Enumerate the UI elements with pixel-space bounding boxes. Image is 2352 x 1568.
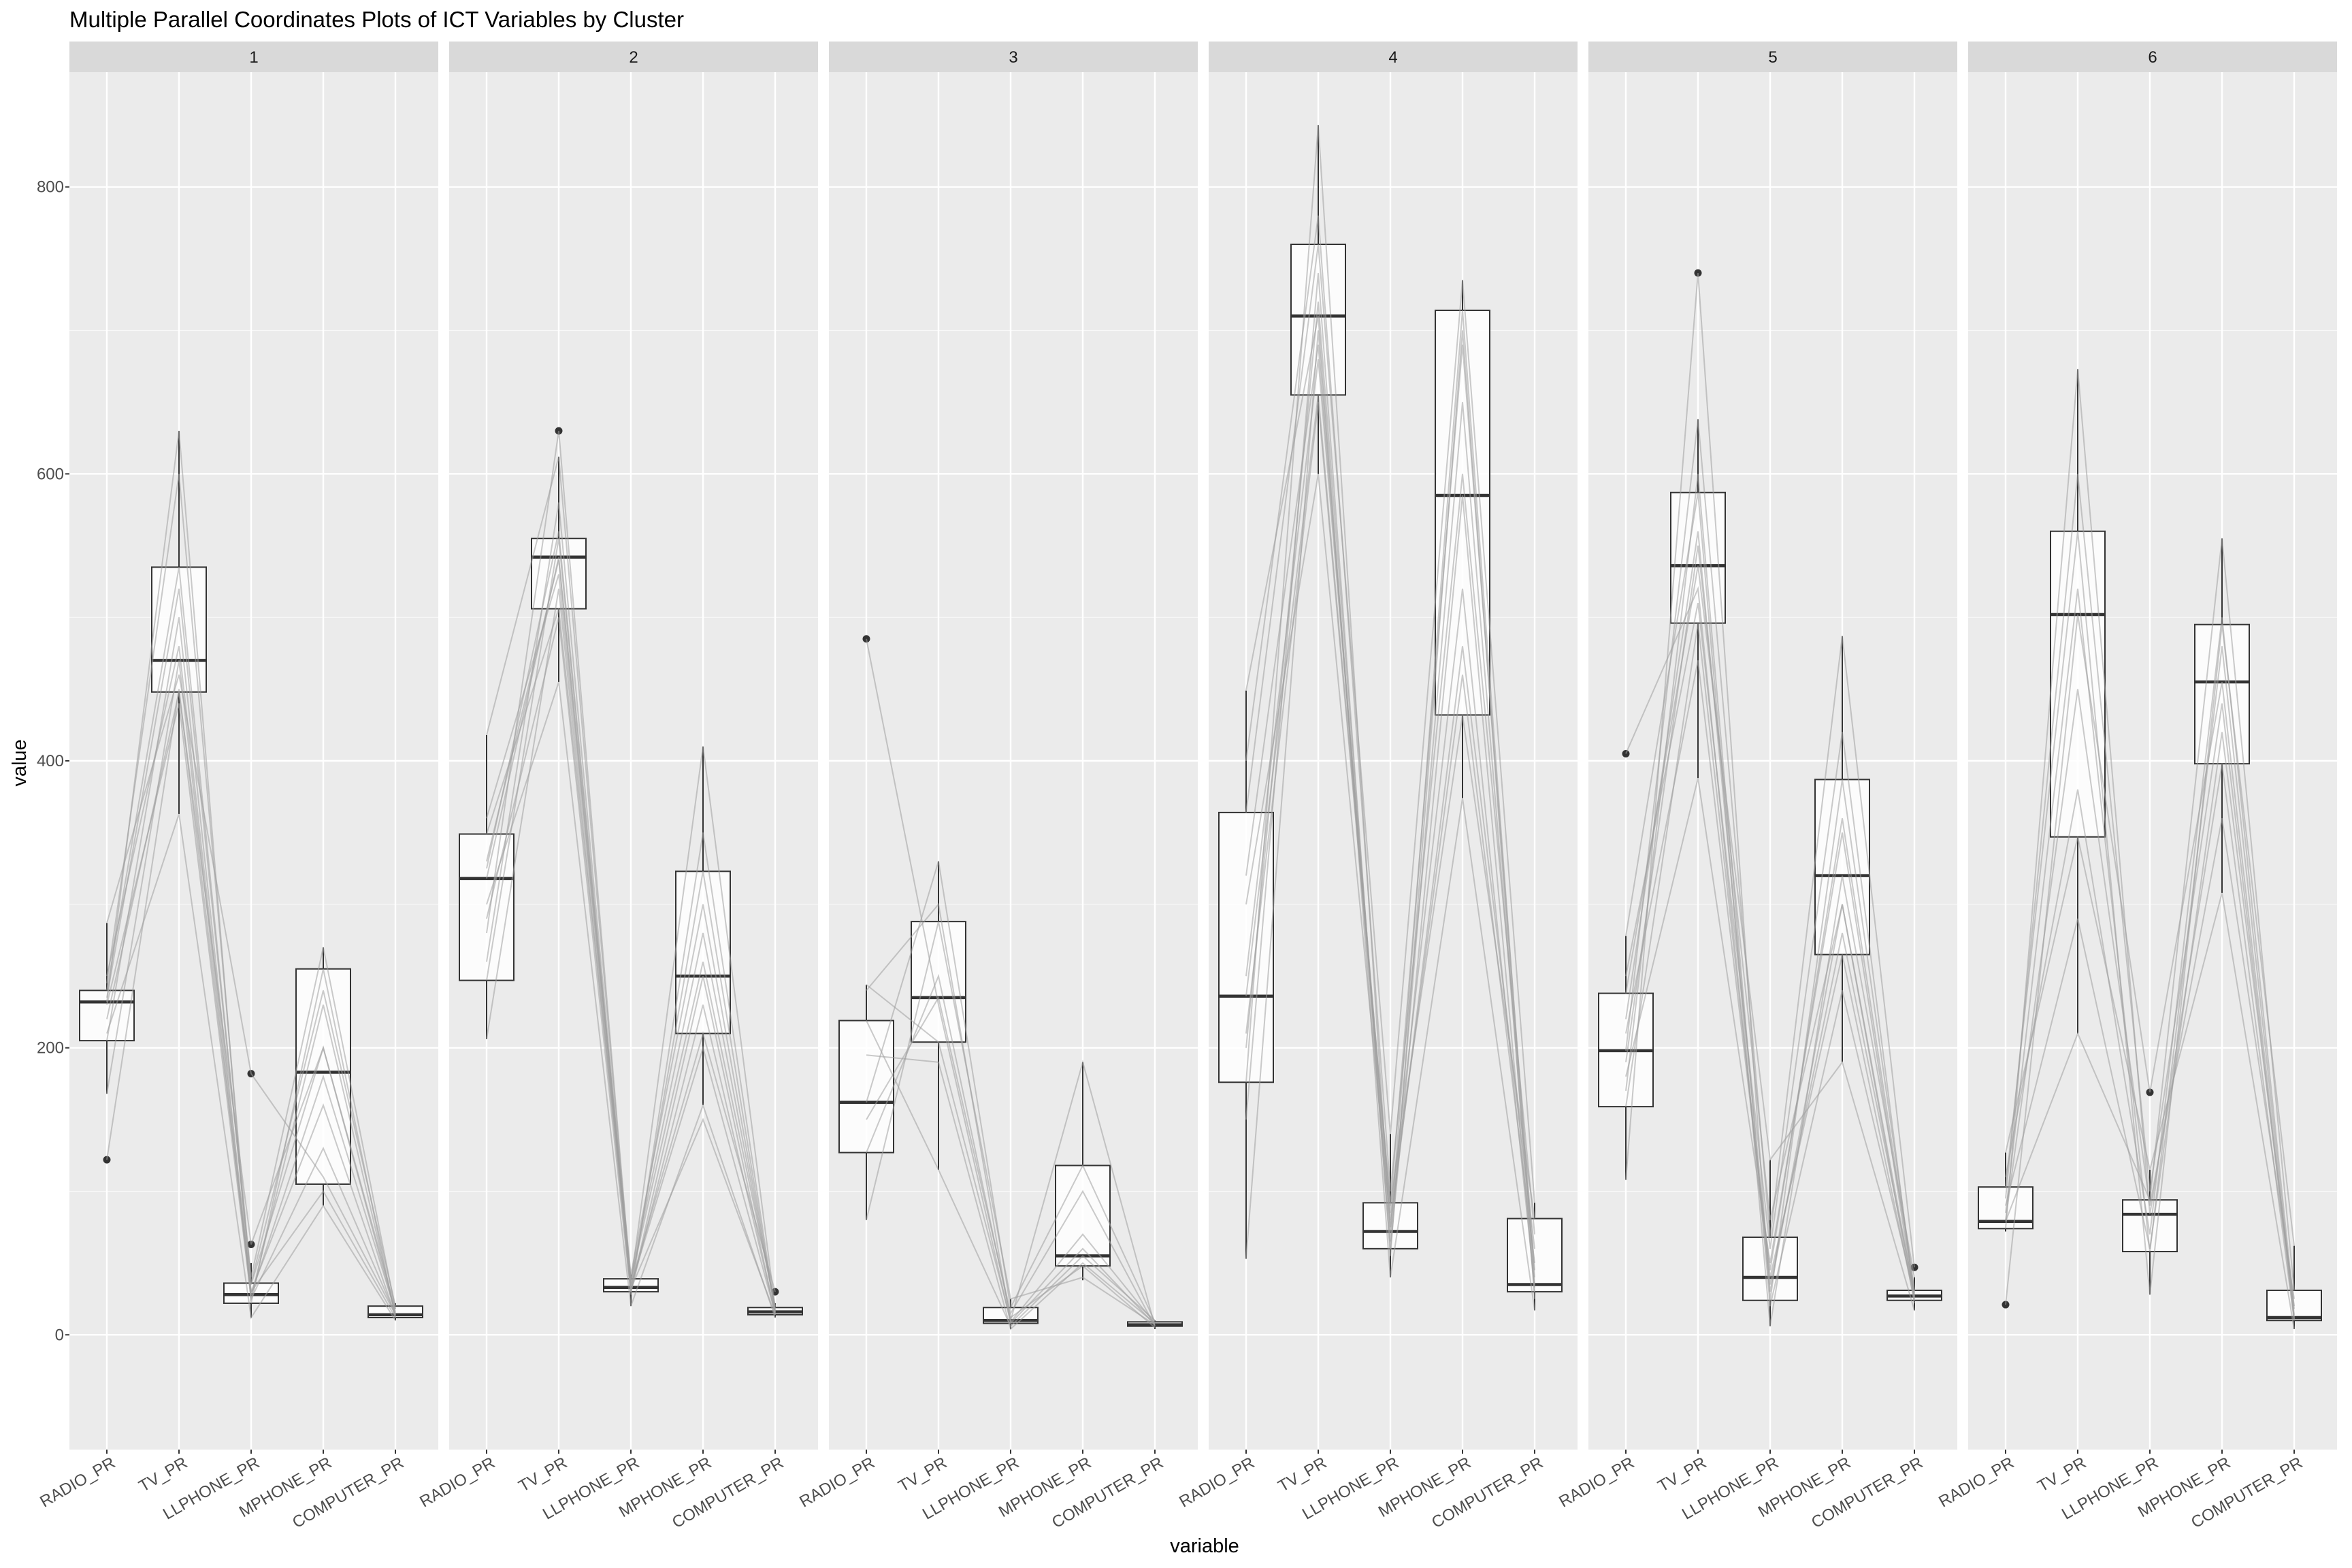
y-tick-label: 0 xyxy=(55,1326,64,1344)
chart-title: Multiple Parallel Coordinates Plots of I… xyxy=(69,7,684,32)
parallel-line xyxy=(2005,836,2295,1330)
parallel-line xyxy=(1245,344,1535,1249)
y-axis-ticks: 0 200 400 600 800 xyxy=(37,178,69,1344)
facet-strip-label: 5 xyxy=(1768,48,1777,67)
parallel-line xyxy=(1245,244,1535,1203)
parallel-line xyxy=(106,474,396,1309)
y-tick-label: 200 xyxy=(37,1039,64,1058)
parallel-line xyxy=(1625,531,1915,1294)
parallel-line xyxy=(866,996,1156,1327)
parallel-line xyxy=(486,617,776,1312)
parallel-line xyxy=(2005,474,2295,1320)
facet-strip-label: 6 xyxy=(2148,48,2157,67)
parallel-line xyxy=(2005,617,2295,1309)
x-axis-title: variable xyxy=(1170,1535,1239,1557)
parallel-line xyxy=(866,1054,1156,1330)
parallel-line xyxy=(106,813,396,1321)
parallel-line xyxy=(106,430,396,1318)
parallel-line xyxy=(866,921,1156,1326)
parallel-line xyxy=(2005,531,2295,1295)
box-iqr xyxy=(1670,491,1726,624)
boxplot-tv-pr xyxy=(1670,269,1726,779)
facet-strip-label: 1 xyxy=(249,48,258,67)
parallel-line xyxy=(1625,545,1915,1304)
y-tick-label: 400 xyxy=(37,752,64,770)
parallel-line xyxy=(1625,660,1915,1292)
parallel-line xyxy=(1625,492,1915,1326)
boxplot-tv-pr xyxy=(911,861,966,1170)
facet-strip xyxy=(449,42,818,72)
parallel-line xyxy=(866,973,1156,1328)
parallel-line xyxy=(866,638,1156,1326)
parallel-line xyxy=(106,646,396,1317)
parallel-line xyxy=(1245,359,1535,1288)
box-iqr xyxy=(531,538,587,610)
facet-strip-label: 4 xyxy=(1388,48,1397,67)
facet-strip xyxy=(1588,42,1957,72)
parallel-line xyxy=(866,861,1156,1322)
y-tick-label: 800 xyxy=(37,178,64,197)
y-tick-label: 600 xyxy=(37,465,64,483)
facet-strip-label: 2 xyxy=(629,48,638,67)
parallel-line xyxy=(1625,778,1915,1298)
facet-strip xyxy=(1209,42,1578,72)
parallel-line xyxy=(1245,316,1535,1311)
parallel-line xyxy=(866,902,1156,1324)
parallel-line xyxy=(486,531,776,1313)
parallel-line xyxy=(1625,566,1915,1311)
parallel-line xyxy=(1625,419,1915,1268)
parallel-line xyxy=(2005,689,2295,1299)
facet-strip xyxy=(1968,42,2337,72)
box-iqr xyxy=(1055,1164,1111,1267)
parallel-line xyxy=(2005,614,2295,1318)
parallel-line xyxy=(486,681,776,1318)
parallel-line xyxy=(1625,474,1915,1307)
parallel-line xyxy=(1245,344,1535,1271)
parallel-line xyxy=(2005,588,2295,1315)
parallel-line xyxy=(1245,215,1535,1235)
facet-strip xyxy=(69,42,438,72)
parallel-line xyxy=(2005,369,2295,1321)
facet-strip-label: 3 xyxy=(1009,48,1017,67)
facet-strip xyxy=(829,42,1198,72)
parallel-line xyxy=(1625,602,1915,1299)
parallel-line xyxy=(106,703,396,1316)
parallel-line xyxy=(866,1020,1156,1328)
parallel-line xyxy=(2005,538,2295,1291)
y-axis-title: value xyxy=(9,739,31,786)
